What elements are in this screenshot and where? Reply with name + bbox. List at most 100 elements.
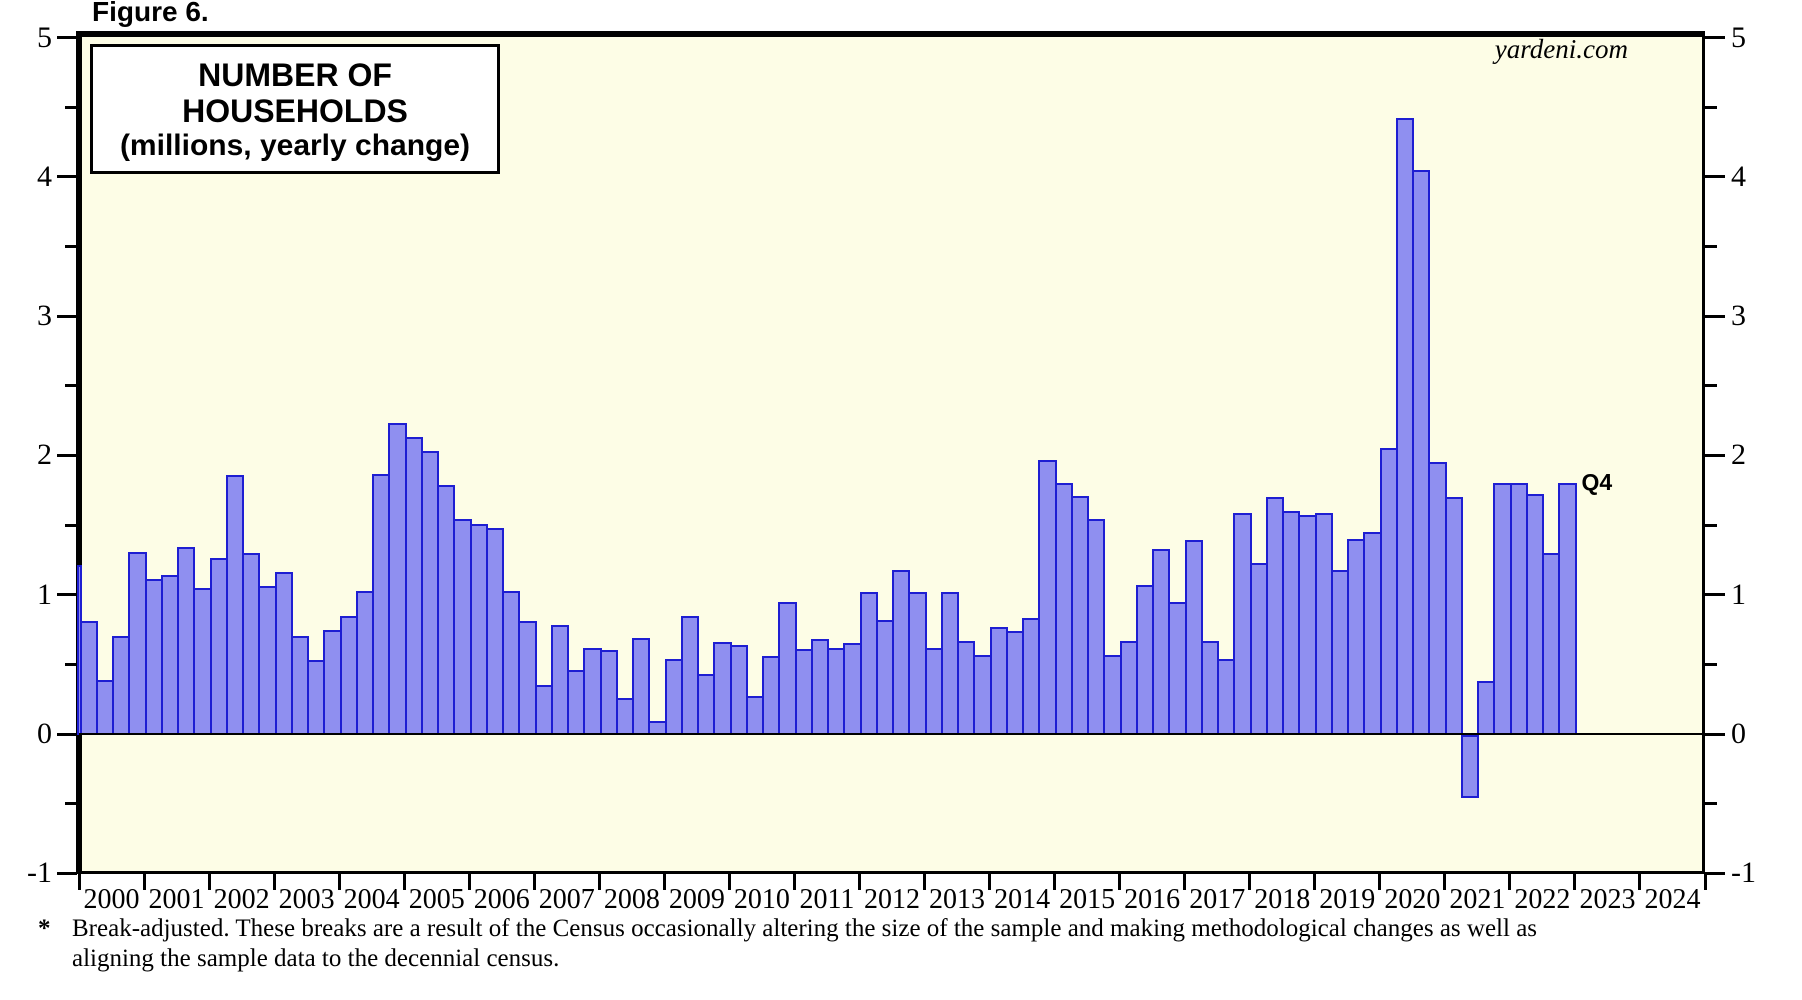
x-year-label-2016: 2016 [1124,884,1181,915]
x-year-label-2013: 2013 [929,884,986,915]
y-tick-right-1 [1705,593,1725,597]
footnote-text-1: Break-adjusted. These breaks are a resul… [72,915,1538,942]
x-tick-2025 [1703,874,1707,890]
y-minor-tick-left-4.5 [65,105,77,109]
y-minor-tick-left-3.5 [65,244,77,248]
y-label-right-4: 4 [1731,159,1746,193]
y-tick-left-0 [57,732,77,736]
x-tick-2009 [662,874,666,890]
x-tick-2018 [1248,874,1252,890]
x-tick-2024 [1638,874,1642,890]
x-tick-2003 [272,874,276,890]
y-tick-left-1 [57,593,77,597]
y-label-left-5: 5 [37,20,52,54]
y-minor-tick-left-0.5 [65,662,77,666]
footnote: * Break-adjusted. These breaks are a resu… [38,914,1537,974]
y-label-right--1: -1 [1731,856,1756,890]
x-year-label-2006: 2006 [473,884,530,915]
x-tick-2014 [988,874,992,890]
bar-2021Q1 [1444,497,1463,735]
footnote-asterisk: * [38,915,51,942]
y-label-left-1: 1 [37,577,52,611]
x-year-label-2005: 2005 [408,884,465,915]
watermark-yardeni: yardeni.com [1494,34,1628,64]
x-tick-2006 [467,874,471,890]
bar-2008Q3 [632,637,651,735]
x-year-label-2011: 2011 [799,884,855,915]
y-minor-tick-right-3.5 [1705,244,1717,248]
x-tick-2002 [207,874,211,890]
y-minor-tick-right-4.5 [1705,105,1717,109]
x-tick-2019 [1313,874,1317,890]
bar-2021Q2 [1460,735,1479,798]
y-label-left-3: 3 [37,299,52,333]
x-tick-2010 [727,874,731,890]
y-tick-left-5 [57,36,77,39]
x-tick-2008 [597,874,601,890]
x-tick-2011 [792,874,796,890]
x-tick-2016 [1118,874,1122,890]
x-year-label-2017: 2017 [1189,884,1246,915]
y-label-right-1: 1 [1731,577,1746,611]
y-label-left-0: 0 [37,717,52,750]
x-year-label-2023: 2023 [1579,884,1636,915]
footnote-line1: * Break-adjusted. These breaks are a resu… [38,914,1537,944]
y-tick-right-2 [1705,453,1725,457]
x-tick-2021 [1443,874,1447,890]
x-tick-2015 [1053,874,1057,890]
figure-number-label: Figure 6. [92,0,209,27]
x-tick-2020 [1378,874,1382,890]
x-tick-2001 [142,874,146,890]
x-year-label-2019: 2019 [1319,884,1376,915]
x-year-label-2024: 2024 [1644,884,1701,915]
y-minor-tick-right-0.5 [1705,662,1717,666]
x-year-label-2015: 2015 [1059,884,1116,915]
y-tick-left--1 [57,871,77,875]
zero-baseline [79,733,1705,735]
y-tick-right-0 [1705,732,1725,736]
x-year-label-2022: 2022 [1514,884,1571,915]
x-tick-2005 [402,874,406,890]
y-label-left-2: 2 [37,438,52,472]
y-tick-left-2 [57,453,77,457]
x-tick-2022 [1508,874,1512,890]
y-minor-tick-left-2.5 [65,384,77,388]
x-year-label-2021: 2021 [1449,884,1506,915]
y-label-right-2: 2 [1731,438,1746,472]
x-tick-2012 [857,874,861,890]
y-minor-tick-right-2.5 [1705,384,1717,388]
y-tick-left-4 [57,175,77,179]
q4-annotation: Q4 [1581,469,1613,496]
x-year-label-2001: 2001 [148,884,205,915]
x-year-label-2014: 2014 [994,884,1051,915]
x-tick-2017 [1183,874,1187,890]
y-label-right-5: 5 [1731,20,1746,54]
y-tick-right-3 [1705,314,1725,318]
x-year-label-2018: 2018 [1254,884,1311,915]
footnote-text-2: aligning the sample data to the decennia… [72,945,560,972]
x-tick-2004 [337,874,341,890]
y-label-right-3: 3 [1731,299,1746,333]
x-tick-2023 [1573,874,1577,890]
y-minor-tick-left--0.5 [65,802,77,806]
x-year-label-2009: 2009 [668,884,725,915]
x-year-label-2012: 2012 [864,884,920,915]
x-year-label-2008: 2008 [603,884,660,915]
y-minor-tick-right--0.5 [1705,802,1717,806]
y-label-left--1: -1 [27,856,52,890]
x-year-label-2007: 2007 [538,884,595,915]
x-tick-2000 [77,874,81,890]
x-tick-2013 [923,874,927,890]
x-year-label-2010: 2010 [733,884,790,915]
y-label-right-0: 0 [1731,717,1746,750]
chart-title-box: NUMBER OF HOUSEHOLDS (millions, yearly c… [90,44,500,174]
x-year-label-2020: 2020 [1384,884,1441,915]
bar-2022Q4 [1558,483,1577,735]
x-tick-2007 [532,874,536,890]
chart-title: NUMBER OF HOUSEHOLDS [182,57,408,129]
y-minor-tick-left-1.5 [65,523,77,527]
y-label-left-4: 4 [37,159,52,193]
y-tick-right--1 [1705,871,1725,875]
y-minor-tick-right-1.5 [1705,523,1717,527]
